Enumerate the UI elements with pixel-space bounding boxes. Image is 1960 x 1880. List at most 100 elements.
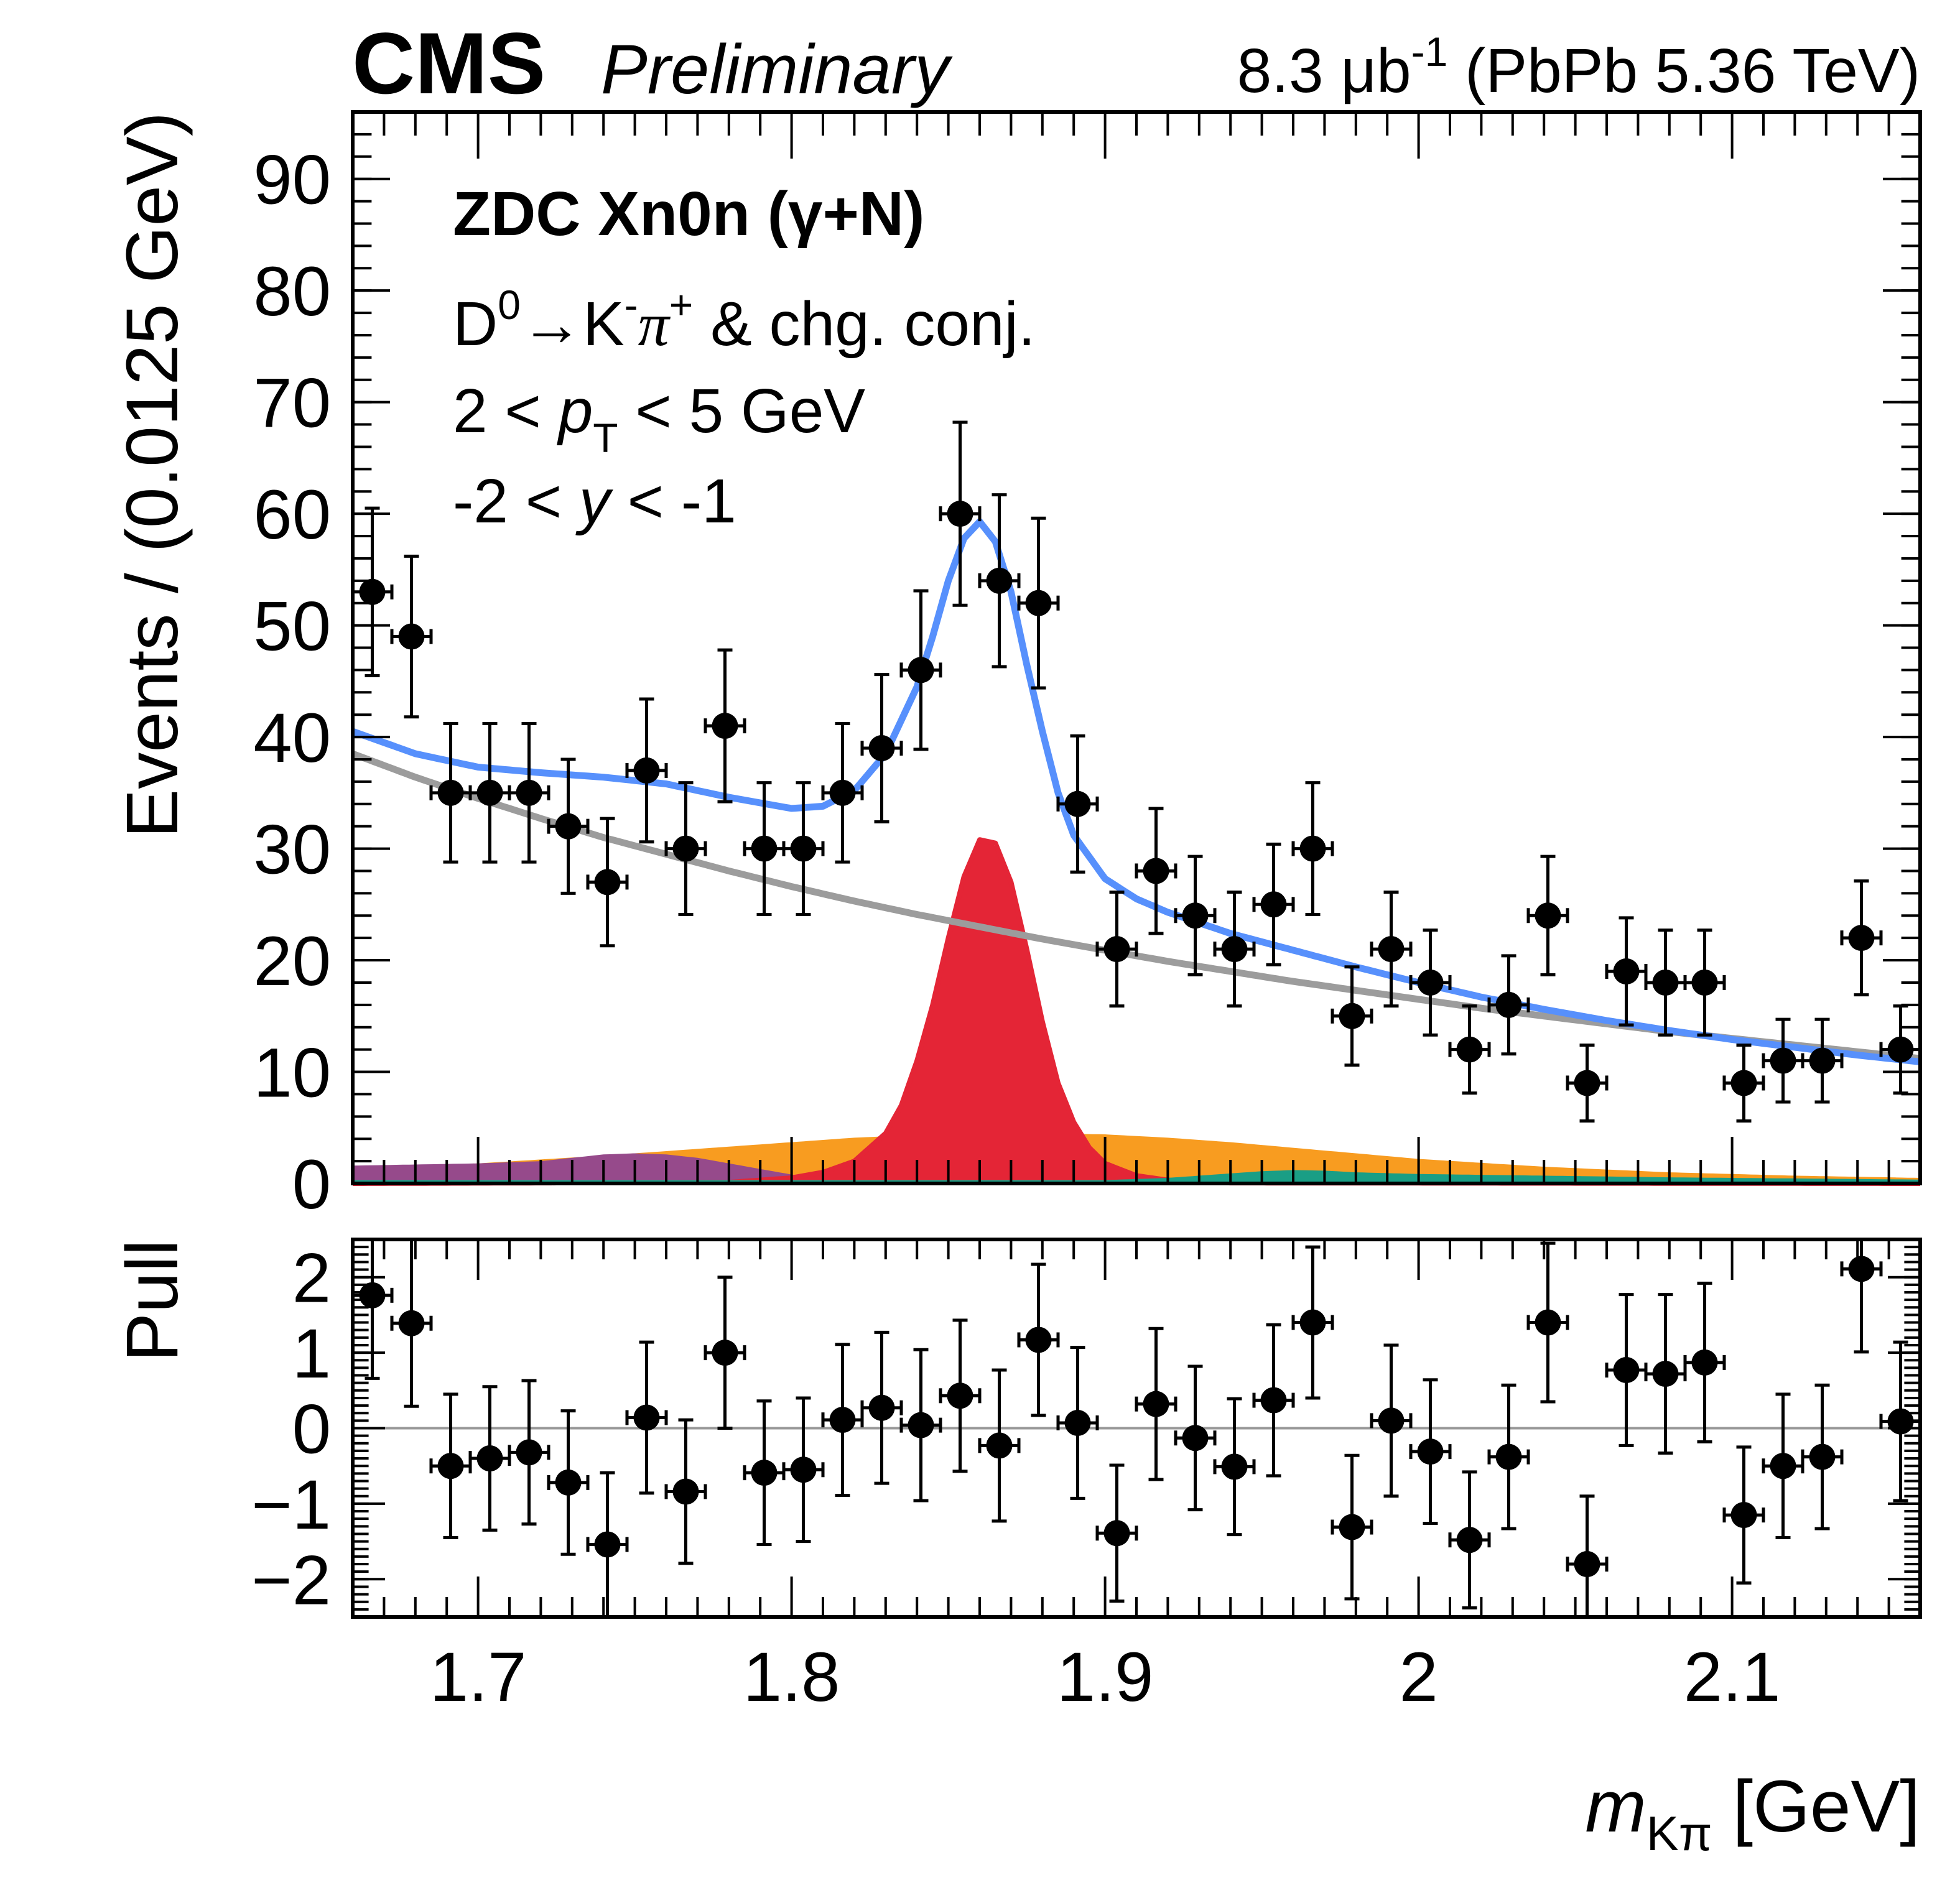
x-axis-title-unit: [GeV] [1712, 1766, 1920, 1848]
data-point [1331, 965, 1373, 1067]
lumi-label: 8.3 μb-1 (PbPb 5.36 TeV) [1237, 29, 1920, 106]
data-point [782, 781, 825, 916]
pull-marker [1143, 1391, 1169, 1417]
data-marker [1574, 1070, 1600, 1096]
pull-point [547, 1409, 590, 1556]
data-marker [1887, 1036, 1914, 1063]
pull-point [1252, 1323, 1295, 1478]
data-marker [398, 623, 425, 650]
pull-marker [1809, 1443, 1836, 1470]
decay-pi-sup: + [669, 282, 694, 328]
pull-data-points [351, 1239, 1922, 1617]
pull-point [939, 1318, 982, 1473]
pull-point [1801, 1383, 1844, 1530]
pull-point [821, 1343, 864, 1498]
pull-point [1135, 1327, 1177, 1481]
y-tick-label: 40 [253, 699, 331, 777]
y-tick-label: 60 [253, 476, 331, 553]
y-tick-label: 50 [253, 588, 331, 665]
data-marker [1809, 1047, 1836, 1074]
pull-marker [1691, 1349, 1718, 1376]
y-tick-label: 1 [292, 1315, 331, 1392]
pt-b: < 5 GeV [618, 376, 866, 446]
data-point [1526, 854, 1569, 976]
pull-marker [1299, 1309, 1326, 1336]
data-marker [1064, 790, 1091, 817]
decay-k-sup: - [625, 282, 638, 328]
data-point [1801, 1017, 1844, 1104]
main-component-fills [353, 837, 1920, 1186]
x-tick-label: 2.1 [1684, 1638, 1781, 1716]
main-axes: 0 10 20 30 40 50 60 70 80 90 [253, 110, 1922, 1223]
pull-point [1017, 1262, 1060, 1417]
data-point [743, 781, 786, 916]
data-point [939, 420, 982, 607]
pull-point [664, 1418, 707, 1565]
data-marker [751, 835, 778, 862]
y-tick-label: 80 [253, 252, 331, 330]
lumi-rest: (PbPb 5.36 TeV) [1447, 36, 1920, 106]
data-marker [476, 779, 503, 806]
pull-point [1213, 1397, 1256, 1537]
data-marker [908, 657, 934, 683]
data-point [1644, 928, 1687, 1037]
data-point [704, 648, 746, 803]
data-point [1213, 891, 1256, 1008]
pull-marker [1260, 1387, 1287, 1414]
pull-marker [1495, 1443, 1522, 1470]
data-marker [712, 713, 738, 739]
x-axis-title-sub: Kπ [1646, 1806, 1712, 1861]
status-label: Preliminary [601, 30, 953, 108]
data-point [1174, 854, 1217, 976]
pull-point [704, 1276, 746, 1430]
annotation-zdc: ZDC Xn0n (γ+N) [453, 179, 924, 249]
pull-marker [672, 1478, 699, 1505]
pull-marker [1339, 1514, 1365, 1540]
data-point [1409, 928, 1452, 1037]
y-tick-label: −2 [251, 1541, 331, 1619]
data-marker [1221, 936, 1248, 963]
data-marker [947, 501, 973, 527]
pull-point [625, 1340, 668, 1495]
data-point [978, 493, 1021, 669]
data-marker [1495, 991, 1522, 1018]
data-point [1762, 1017, 1804, 1104]
signal-fill [353, 840, 1920, 1183]
data-point [1135, 807, 1177, 935]
pull-point [1095, 1463, 1138, 1603]
data-marker [594, 869, 621, 896]
data-marker [790, 835, 817, 862]
pull-point [1409, 1378, 1452, 1525]
data-point [508, 722, 550, 864]
pull-point [899, 1348, 942, 1503]
data-marker [359, 578, 386, 605]
data-point [1291, 781, 1334, 916]
data-point [1683, 928, 1726, 1037]
decay-d-sup: 0 [498, 282, 521, 328]
pull-marker [1378, 1407, 1405, 1434]
data-point [899, 589, 942, 751]
pull-point [1526, 1241, 1569, 1404]
data-point [1448, 1004, 1491, 1095]
data-marker [633, 757, 660, 784]
pull-marker [594, 1531, 621, 1558]
pull-marker [633, 1404, 660, 1431]
pull-marker [986, 1432, 1013, 1459]
data-marker [1260, 891, 1287, 918]
pull-point [1056, 1346, 1099, 1500]
x-axis-title: mKπ [GeV] [1585, 1766, 1920, 1861]
data-point [1840, 879, 1883, 997]
data-marker [829, 779, 856, 806]
pull-marker [516, 1439, 542, 1466]
data-point [860, 673, 903, 823]
annotation-decay: D0→K-π+ & chg. conj. [453, 282, 1036, 359]
pull-point [1605, 1293, 1648, 1447]
x-tick-label: 1.8 [743, 1638, 840, 1716]
data-point [390, 554, 433, 719]
data-marker [672, 835, 699, 862]
pull-point [1840, 1239, 1883, 1354]
data-point [547, 757, 590, 895]
data-marker [516, 779, 542, 806]
data-marker [986, 567, 1013, 594]
